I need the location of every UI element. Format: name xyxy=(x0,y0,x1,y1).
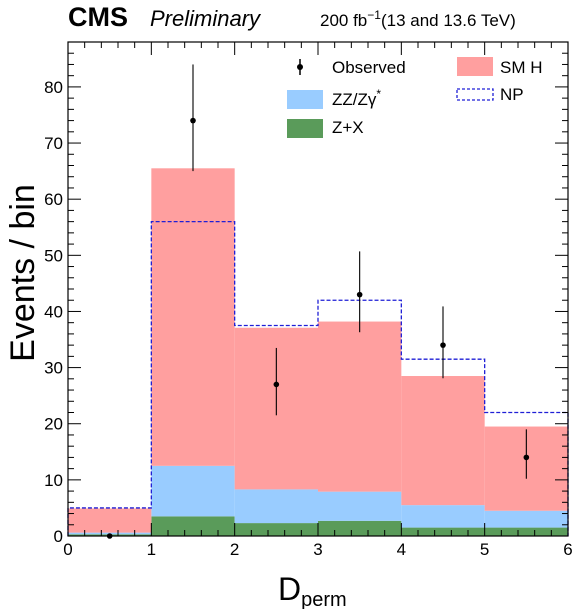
observed-point-1 xyxy=(190,117,196,124)
bar-sm-h-bin-4 xyxy=(401,376,485,506)
x-tick-label-5: 5 xyxy=(480,540,489,559)
x-tick-label-3: 3 xyxy=(313,540,322,559)
bar-z-x-bin-3 xyxy=(318,520,402,536)
status-label: Preliminary xyxy=(150,6,262,31)
x-tick-label-1: 1 xyxy=(147,540,156,559)
legend-zx-label: Z+X xyxy=(332,118,364,137)
legend-smh-swatch xyxy=(457,57,493,76)
legend-observed-dot xyxy=(297,64,303,70)
legend-observed-label: Observed xyxy=(332,58,406,77)
bar-zz-z--bin-1 xyxy=(151,465,235,517)
y-tick-label-1: 10 xyxy=(44,471,63,490)
y-tick-label-0: 0 xyxy=(54,527,63,546)
bar-zz-z--bin-4 xyxy=(401,505,485,528)
legend-zz-label: ZZ/Zγ* xyxy=(332,87,381,109)
bar-sm-h-bin-3 xyxy=(318,321,402,492)
x-tick-label-0: 0 xyxy=(63,540,72,559)
bar-zz-z--bin-3 xyxy=(318,491,402,521)
bar-z-x-bin-1 xyxy=(151,516,235,536)
y-tick-label-5: 50 xyxy=(44,246,63,265)
bar-z-x-bin-2 xyxy=(234,523,318,536)
bar-sm-h-bin-1 xyxy=(151,168,235,466)
legend-np-label: NP xyxy=(500,85,524,104)
x-axis-title: Dperm xyxy=(278,571,347,609)
y-tick-label-8: 80 xyxy=(44,78,63,97)
legend: Observed SM H ZZ/Zγ* NP Z+X xyxy=(287,57,543,138)
legend-np-swatch xyxy=(456,88,494,101)
x-tick-label-2: 2 xyxy=(230,540,239,559)
legend-smh-label: SM H xyxy=(500,58,543,77)
y-tick-label-3: 30 xyxy=(44,359,63,378)
bar-z-x-bin-5 xyxy=(484,527,568,536)
bar-sm-h-bin-0 xyxy=(68,508,152,533)
x-tick-label-6: 6 xyxy=(563,540,572,559)
observed-point-5 xyxy=(523,454,530,461)
np-histogram xyxy=(67,220,569,536)
y-tick-label-2: 20 xyxy=(44,415,63,434)
experiment-label: CMS xyxy=(68,2,128,32)
x-tick-label-4: 4 xyxy=(397,540,406,559)
observed-point-3 xyxy=(356,291,363,298)
observed-point-4 xyxy=(440,342,446,348)
y-axis-title: Events / bin xyxy=(4,184,42,362)
np-histogram-line xyxy=(67,220,569,536)
y-tick-label-7: 70 xyxy=(44,134,63,153)
stacked-histogram xyxy=(68,168,568,536)
luminosity-label: 200 fb−1(13 and 13.6 TeV) xyxy=(320,8,516,30)
bar-zz-z--bin-5 xyxy=(484,510,568,528)
y-tick-label-6: 60 xyxy=(44,190,63,209)
legend-zz-swatch xyxy=(287,90,323,109)
legend-zx-swatch xyxy=(287,119,323,138)
observed-points xyxy=(106,64,530,539)
observed-point-2 xyxy=(273,381,280,388)
y-tick-label-4: 40 xyxy=(44,302,63,321)
bar-z-x-bin-4 xyxy=(401,527,485,536)
bar-zz-z--bin-2 xyxy=(234,489,318,524)
